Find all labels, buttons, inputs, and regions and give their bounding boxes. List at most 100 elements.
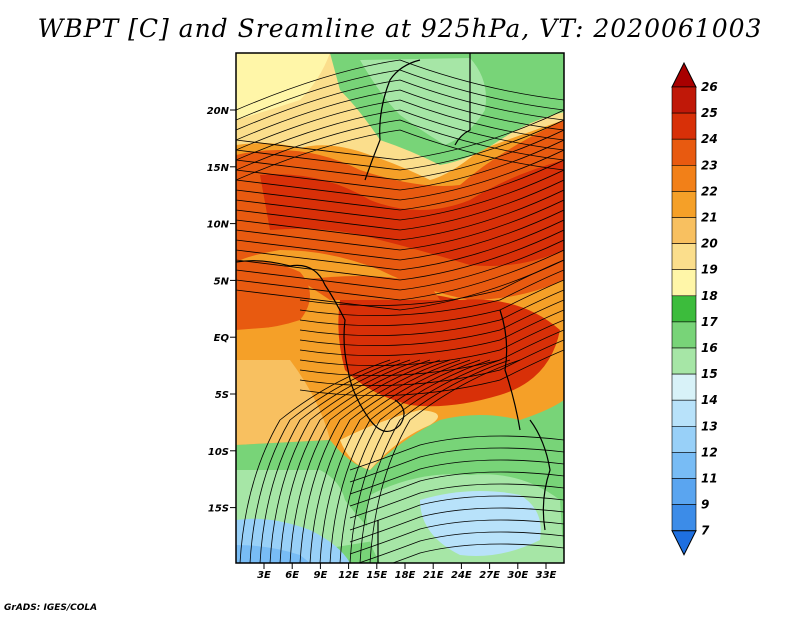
- streamline: [236, 59, 564, 111]
- lon-tick-label: 27E: [479, 570, 500, 581]
- lon-tick-label: 6E: [285, 570, 299, 581]
- colorbar-box: [671, 478, 697, 505]
- streamline: [236, 249, 564, 301]
- streamline: [236, 129, 564, 181]
- streamline: [299, 319, 564, 366]
- map-frame: [235, 52, 565, 564]
- colorbar-label: 11: [701, 472, 718, 486]
- streamline: [349, 507, 564, 543]
- colorbar-box: [671, 295, 697, 323]
- colorbar-box: [671, 86, 697, 114]
- streamline: [236, 239, 564, 291]
- coastline: [236, 53, 551, 563]
- streamlines: [236, 59, 564, 563]
- streamline: [236, 219, 564, 271]
- colorbar-box: [671, 373, 697, 401]
- streamline: [236, 189, 564, 241]
- colorbar-box: [671, 425, 697, 453]
- longitude-axis: 3E 6E 9E 12E 15E 18E 21E 24E 27E 30E 33E: [257, 563, 557, 581]
- streamline: [269, 359, 421, 563]
- colorbar-box: [671, 191, 697, 218]
- colorbar-label: 26: [701, 80, 718, 94]
- colorbar-label: 14: [701, 393, 718, 407]
- streamline: [236, 169, 564, 221]
- streamline: [349, 435, 564, 471]
- colorbar-box: [671, 243, 697, 271]
- latitude-axis: 20N 15N 10N 5N EQ 5S 10S 15S: [207, 106, 236, 515]
- colorbar-box: [671, 321, 697, 349]
- lon-tick-label: 3E: [257, 570, 271, 581]
- lat-tick-label: 15S: [208, 504, 229, 515]
- wbpt-shading: [236, 53, 564, 563]
- lon-tick-label: 9E: [314, 570, 328, 581]
- lon-tick-label: 12E: [338, 570, 359, 581]
- streamline: [349, 483, 564, 519]
- colorbar-box: [671, 504, 697, 532]
- streamline: [369, 359, 521, 563]
- colorbar-label: 12: [701, 445, 718, 459]
- lon-tick-label: 18E: [395, 570, 416, 581]
- colorbar-label: 16: [701, 341, 718, 355]
- streamline: [309, 359, 461, 563]
- colorbar-box: [671, 217, 697, 244]
- colorbar-label: 21: [701, 211, 718, 225]
- colorbar-box: [671, 399, 697, 427]
- colorbar-box: [671, 347, 697, 375]
- lon-tick-label: 24E: [451, 570, 472, 581]
- streamline: [349, 495, 564, 531]
- streamline: [359, 359, 511, 563]
- streamline: [299, 289, 564, 336]
- streamline: [349, 519, 564, 555]
- streamline: [236, 119, 564, 171]
- colorbar-box: [671, 138, 697, 166]
- streamline: [299, 279, 564, 326]
- streamline: [236, 129, 564, 181]
- streamline: [299, 339, 564, 386]
- colorbar-top-arrow: [671, 61, 697, 88]
- colorbar-label: 7: [701, 524, 710, 538]
- streamline: [279, 359, 431, 563]
- streamline: [236, 199, 564, 251]
- streamline: [349, 459, 564, 495]
- lat-tick-label: EQ: [214, 333, 230, 344]
- lat-tick-label: 5N: [214, 276, 230, 287]
- lat-tick-label: 5S: [215, 390, 229, 401]
- colorbar-label: 24: [701, 132, 718, 146]
- lat-tick-label: 15N: [207, 163, 230, 174]
- colorbar-box: [671, 269, 697, 297]
- colorbar-label: 25: [701, 106, 718, 120]
- streamline: [357, 531, 564, 563]
- streamline: [236, 159, 564, 211]
- streamline: [236, 89, 564, 141]
- lat-tick-label: 20N: [207, 106, 230, 117]
- colorbar-label: 20: [701, 237, 718, 251]
- colorbar-label: 19: [701, 263, 718, 277]
- colorbar-label: 17: [701, 315, 718, 329]
- streamline: [236, 209, 564, 261]
- streamline: [259, 359, 411, 563]
- streamline: [299, 269, 564, 316]
- colorbar-box: [671, 452, 697, 479]
- streamline: [249, 359, 401, 563]
- lon-tick-label: 21E: [423, 570, 444, 581]
- colorbar-label: 15: [701, 367, 718, 381]
- colorbar-label: 23: [701, 158, 718, 172]
- streamline: [236, 179, 564, 231]
- streamline: [299, 259, 564, 306]
- streamline: [299, 309, 564, 356]
- streamline: [236, 139, 564, 191]
- streamline: [349, 447, 564, 483]
- streamline: [236, 99, 564, 151]
- streamline: [236, 119, 564, 171]
- colorbar-box: [671, 165, 697, 192]
- lon-tick-label: 30E: [507, 570, 528, 581]
- colorbar-label: 9: [701, 498, 709, 512]
- streamline: [236, 259, 564, 311]
- streamline: [236, 109, 564, 161]
- streamline: [319, 359, 471, 563]
- streamline: [299, 349, 564, 396]
- colorbar-bottom-arrow: [671, 530, 697, 556]
- colorbar-label: 22: [701, 184, 718, 198]
- streamline: [339, 359, 491, 563]
- colorbar: 26 25 24 23 22 21 20 19 18 17 16 15 14 13 12 11 9 7: [671, 61, 718, 556]
